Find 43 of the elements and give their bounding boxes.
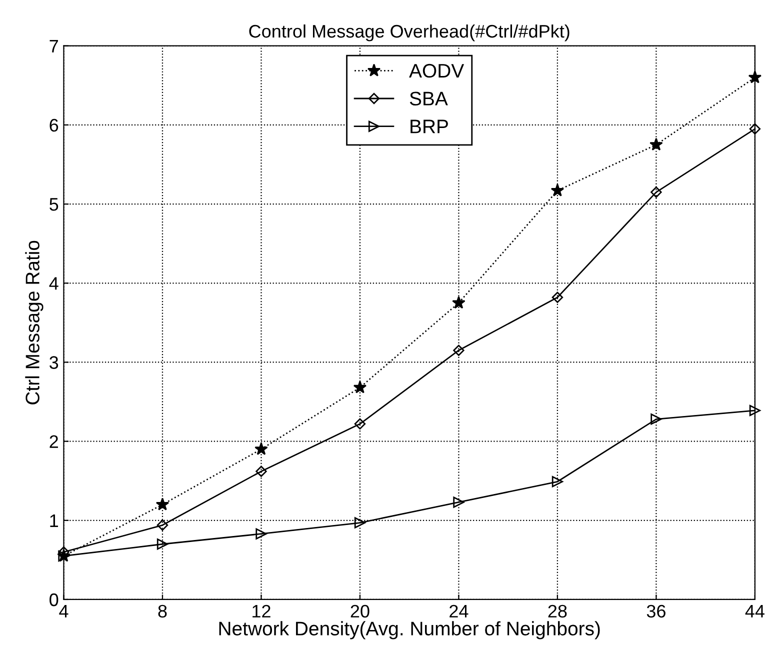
- point: [748, 70, 762, 84]
- y-tick-label: 1: [50, 514, 58, 527]
- chart-title: Control Message Overhead(#Ctrl/#dPkt): [249, 24, 570, 42]
- y-axis-title: Ctrl Message Ratio: [25, 240, 44, 404]
- point: [749, 404, 760, 416]
- y-tick-label: 7: [50, 40, 58, 52]
- x-tick-label: 36: [646, 604, 666, 618]
- point: [453, 496, 464, 508]
- y-tick-label: 0: [50, 593, 58, 606]
- legend-label: BRP: [410, 120, 448, 134]
- point: [452, 296, 466, 309]
- y-tick-label: 6: [50, 118, 58, 132]
- point: [256, 466, 267, 477]
- x-tick-label: 4: [59, 605, 68, 618]
- x-tick-label: 44: [745, 605, 764, 618]
- point: [354, 517, 366, 528]
- point: [552, 476, 564, 488]
- point: [256, 528, 267, 540]
- point: [550, 184, 564, 196]
- x-tick-label: 24: [450, 604, 468, 618]
- y-tick-label: 4: [49, 277, 58, 290]
- x-tick-label: 20: [350, 604, 370, 618]
- point: [353, 380, 367, 394]
- point: [749, 123, 761, 135]
- point: [156, 520, 168, 531]
- x-axis-title: Network Density(Avg. Number of Neighbors): [219, 621, 600, 640]
- y-tick-label: 5: [50, 198, 58, 211]
- point: [254, 442, 268, 455]
- point: [156, 498, 170, 510]
- point: [156, 538, 168, 550]
- legend-label: AODV: [409, 64, 464, 78]
- point: [354, 418, 366, 430]
- point: [650, 138, 663, 150]
- point: [650, 414, 662, 425]
- y-tick-label: 3: [50, 356, 58, 369]
- y-tick-label: 2: [50, 435, 58, 448]
- point: [650, 186, 662, 198]
- point: [453, 344, 464, 356]
- x-tick-label: 8: [158, 604, 167, 618]
- x-tick-label: 28: [548, 604, 567, 618]
- legend-label: SBA: [410, 92, 448, 106]
- x-tick-label: 12: [252, 604, 270, 618]
- point: [552, 292, 564, 303]
